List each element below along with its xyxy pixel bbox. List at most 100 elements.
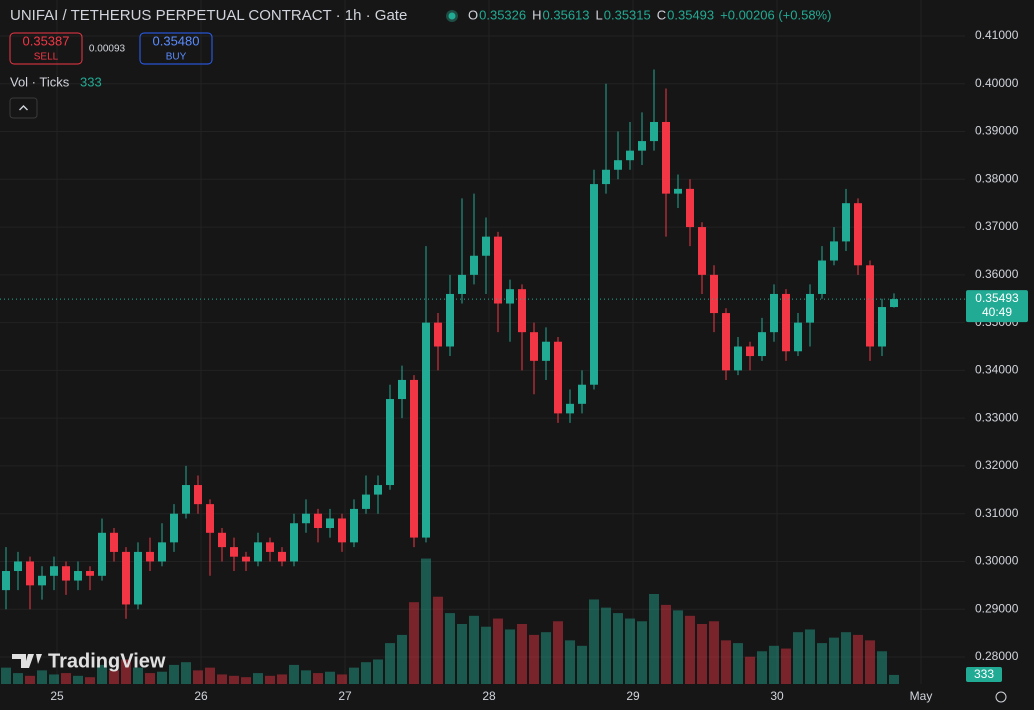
ohlc-key: C [657,7,666,22]
y-tick-label: 0.41000 [975,28,1019,42]
candle-body [842,203,850,242]
settings-icon[interactable] [995,691,1007,703]
volume-bar [1,667,11,684]
candle-body [122,551,130,605]
volume-bar [709,621,719,684]
volume-bar [13,673,23,684]
candle-body [818,260,826,294]
candle-body [26,561,34,586]
volume-bar [529,634,539,684]
volume-bar [673,610,683,684]
ohlc-value: 0.35315 [604,7,651,22]
buy-button[interactable] [139,32,213,65]
y-tick-label: 0.36000 [975,267,1019,281]
candle-body [290,523,298,562]
volume-bar [877,651,887,684]
candle-body [650,121,658,142]
volume-bar [865,640,875,684]
x-tick-label: 26 [194,689,208,703]
volume-bar [469,615,479,684]
candle-body [350,508,358,543]
chart-title: UNIFAI / TETHERUS PERPETUAL CONTRACT · 1… [10,7,407,24]
volume-bar [817,643,827,684]
volume-bar [265,675,275,684]
candle-body [338,518,346,543]
spread: 0.00093 [89,44,126,55]
volume-bar [121,659,131,684]
candle-body [218,532,226,548]
candle-body [734,346,742,371]
volume-bar [781,648,791,684]
candle-body [518,289,526,333]
volume-bar [421,558,431,684]
y-tick-label: 0.33000 [975,410,1019,424]
candle-body [602,169,610,185]
candle-layer [2,69,898,619]
volume-bar [853,634,863,684]
volume-tag-value: 333 [974,667,994,681]
volume-bar [205,667,215,684]
buy-label[interactable]: BUY [166,52,187,63]
volume-bar [385,643,395,684]
candle-body [890,299,898,308]
ohlc-key: O [468,7,478,22]
volume-bar [181,662,191,684]
candle-body [698,227,706,275]
status-dot [448,12,456,20]
volume-bar [409,602,419,684]
volume-bar [757,651,767,684]
logo-icon [12,654,42,668]
volume-bar [889,674,899,684]
candle-body [638,141,646,151]
sell-price[interactable]: 0.35387 [23,33,70,48]
candle-body [194,485,202,505]
candle-body [74,571,82,581]
candle-body [806,293,814,323]
y-tick-label: 0.34000 [975,363,1019,377]
candle-body [266,542,274,552]
collapse-button[interactable] [9,97,38,119]
candle-body [86,571,94,576]
candle-body [506,289,514,304]
buy-price[interactable]: 0.35480 [153,33,200,48]
candle-body [434,322,442,347]
sell-label[interactable]: SELL [34,52,59,63]
volume-bar [97,664,107,684]
volume-bar [685,615,695,684]
candle-body [674,188,682,194]
candle-body [854,203,862,266]
volume-tag [966,667,1002,682]
volume-bar [73,675,83,684]
candle-body [590,184,598,385]
volume-bar [349,667,359,684]
volume-bar [241,677,251,684]
ohlc-value: 0.35613 [543,7,590,22]
candle-body [626,150,634,161]
candle-body [14,561,22,572]
candle-body [146,551,154,562]
volume-bar [85,677,95,684]
volume-bar [733,643,743,684]
x-tick-label: 28 [482,689,496,703]
candle-body [578,384,586,404]
y-tick-label: 0.40000 [975,76,1019,90]
candle-body [530,332,538,361]
ohlc-key: H [532,7,541,22]
candle-body [614,160,622,170]
sell-button[interactable] [9,32,83,65]
volume-legend-value: 333 [80,74,102,89]
volume-bar [505,629,515,684]
collapse-icon[interactable] [19,105,28,111]
volume-bar [745,656,755,684]
candle-body [278,551,286,562]
candle-body [398,379,406,400]
volume-bar [793,632,803,684]
y-tick-label: 0.39000 [975,124,1019,138]
volume-bar [457,624,467,684]
volume-bar [217,674,227,684]
volume-bar [397,634,407,684]
candle-body [878,307,886,347]
volume-layer [1,558,899,684]
